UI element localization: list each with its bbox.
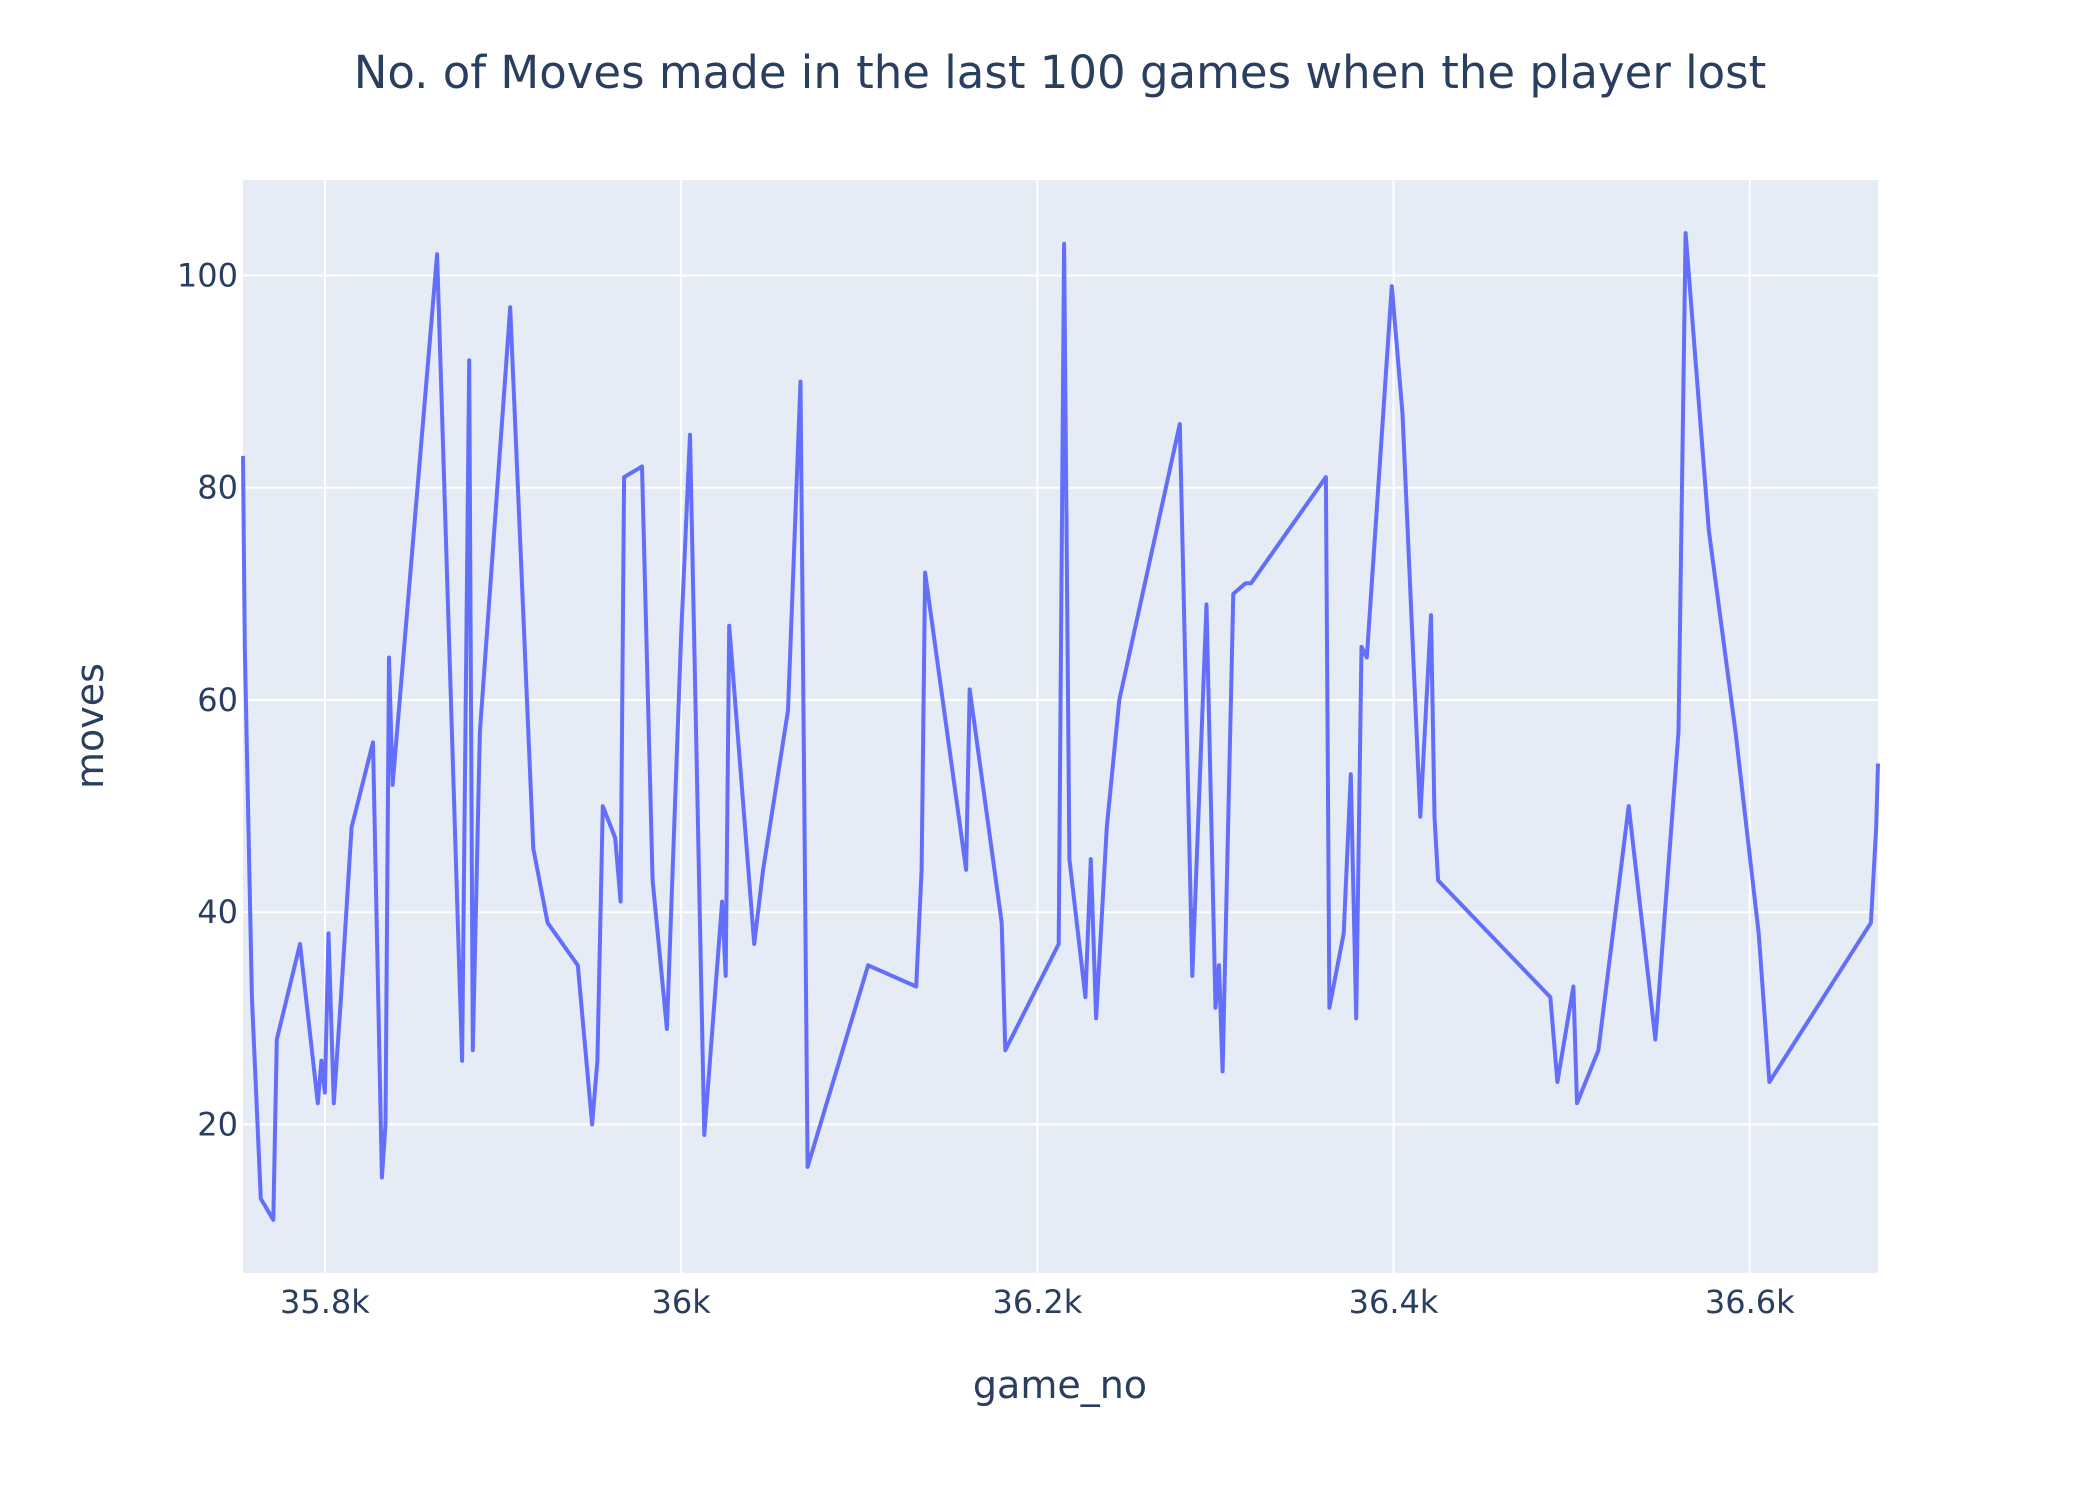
x-tick-label: 35.8k: [280, 1283, 370, 1321]
y-tick-label: 100: [177, 257, 238, 295]
line-series: [241, 231, 1880, 1222]
y-tick-label: 20: [197, 1105, 238, 1143]
y-tick-label: 60: [197, 681, 238, 719]
x-axis-ticks: 35.8k 36k 36.2k 36.4k 36.6k: [280, 1283, 1795, 1321]
x-tick-label: 36.4k: [1349, 1283, 1439, 1321]
y-tick-label: 40: [197, 893, 238, 931]
x-axis-title: game_no: [973, 1363, 1147, 1407]
y-tick-label: 80: [197, 469, 238, 507]
x-tick-label: 36k: [652, 1283, 712, 1321]
x-tick-label: 36.2k: [992, 1283, 1082, 1321]
y-axis-title: moves: [68, 663, 112, 789]
series-line-0: [241, 231, 1880, 1222]
x-tick-label: 36.6k: [1705, 1283, 1795, 1321]
chart-title: No. of Moves made in the last 100 games …: [354, 46, 1767, 99]
y-axis-ticks: 20 40 60 80 100: [177, 257, 238, 1144]
